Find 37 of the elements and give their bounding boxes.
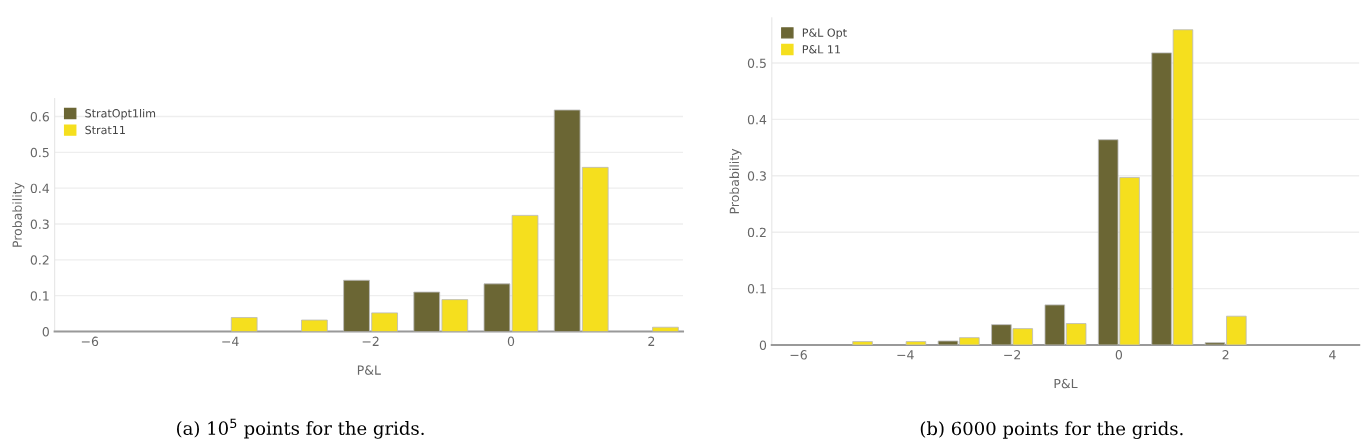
x-tick-label: 2 xyxy=(1222,350,1229,360)
x-tick-label: 2 xyxy=(648,336,655,346)
y-tick-label: 0.5 xyxy=(30,147,49,158)
x-tick-label: 0 xyxy=(507,336,515,347)
x-tick-label: −4 xyxy=(222,336,239,346)
x-tick-label: 0 xyxy=(1115,350,1123,360)
x-tick-label: −4 xyxy=(897,350,914,360)
text: (a) 10$^{5}$ points for the grids. xyxy=(177,418,424,439)
y-tick-label: 0.3 xyxy=(747,171,766,181)
y-tick-label: 0.2 xyxy=(30,255,49,265)
y-tick-label: 0.1 xyxy=(747,284,766,294)
y-tick-label: 0.6 xyxy=(30,111,49,122)
legend-label: StratOpt1lim xyxy=(85,108,156,120)
y-tick-label: 0.3 xyxy=(30,219,49,229)
x-axis-title: P&L xyxy=(1054,378,1078,389)
y-axis-title: Probability xyxy=(12,182,25,247)
bar xyxy=(301,319,328,332)
y-tick-label: 0.5 xyxy=(747,58,766,68)
bar xyxy=(905,341,927,345)
x-tick-label: −6 xyxy=(790,350,807,360)
x-tick-label: −2 xyxy=(1004,350,1021,360)
x-axis-title: P&L xyxy=(357,365,381,375)
y-tick-label: 0.1 xyxy=(30,291,49,301)
text: (b) 6000 points for the grids. xyxy=(920,421,1183,440)
y-tick-label: 0.2 xyxy=(747,227,766,238)
x-tick-label: 4 xyxy=(1329,350,1336,360)
y-tick-label: 0.4 xyxy=(30,183,50,194)
y-tick-label: 0.4 xyxy=(747,114,767,125)
bar xyxy=(852,341,873,345)
bar xyxy=(230,317,258,332)
x-tick-label: −6 xyxy=(81,336,99,347)
legend-label: P&L 11 xyxy=(802,45,840,54)
legend-label: P&L Opt xyxy=(802,28,847,40)
y-tick-label: 0 xyxy=(42,326,49,337)
legend-label: Strat11 xyxy=(85,125,125,135)
x-tick-label: −2 xyxy=(362,336,379,346)
y-axis-title: Probability xyxy=(729,148,742,214)
